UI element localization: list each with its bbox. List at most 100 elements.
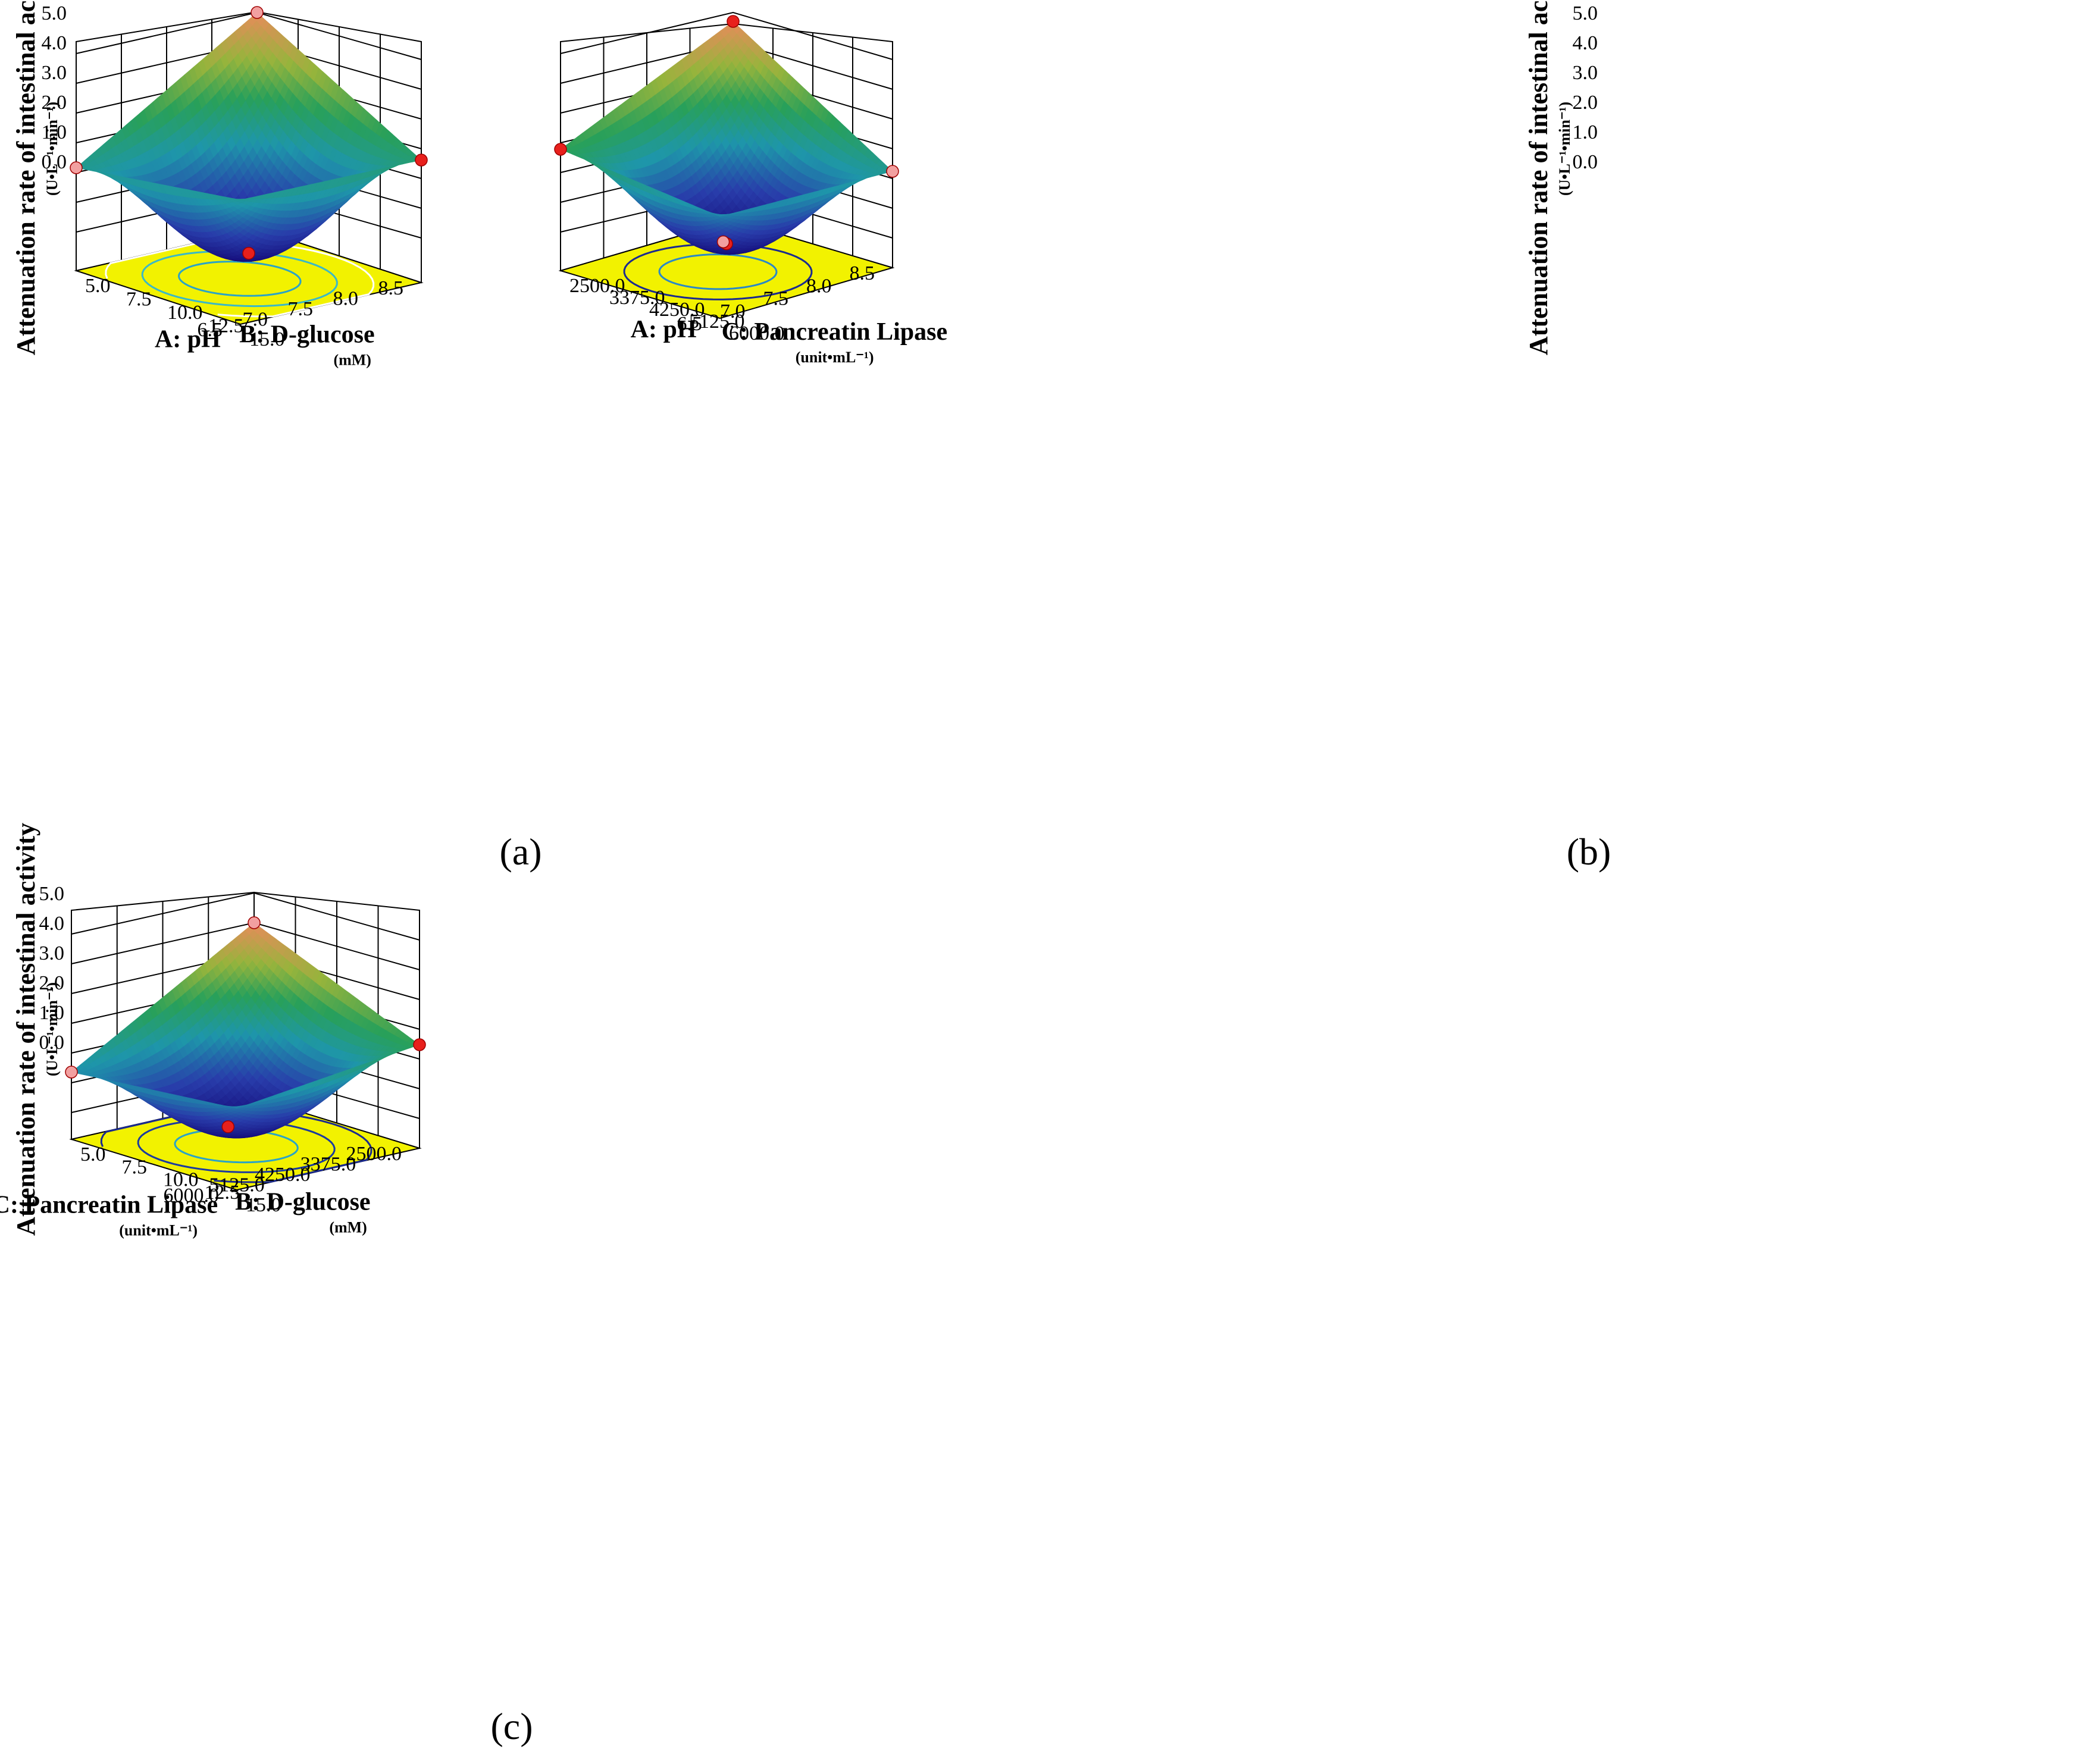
z-axis-unit: (U•L⁻¹•min⁻¹)	[43, 982, 61, 1076]
left-axis-ticks: 6.5 7.0 7.5 8.0 8.5	[677, 262, 875, 335]
contour-floor	[558, 219, 895, 319]
z-tick-label: 1.0	[42, 121, 67, 143]
right-axis-tick: 4250.0	[649, 299, 705, 321]
design-point	[886, 165, 899, 178]
left-axis-tick: 8.5	[378, 277, 404, 299]
design-point	[415, 153, 428, 167]
z-axis-title: Attenuation rate of intestinal activity	[11, 823, 40, 1236]
z-tick-label: 5.0	[42, 2, 67, 24]
right-axis-title: B: D-glucose	[235, 1188, 370, 1215]
design-point	[221, 1120, 234, 1133]
right-axis-tick: 7.5	[122, 1156, 148, 1178]
surface-plot-b: 0.0 1.0 2.0 3.0 4.0 5.0 Attenuation rate of in…	[554, 0, 1598, 366]
z-tick-label: 4.0	[42, 32, 67, 54]
floor-contour-line	[623, 243, 813, 300]
z-tick-label: 2.0	[1573, 92, 1598, 114]
floor-contour-line	[178, 261, 302, 297]
surface-facet	[236, 199, 245, 200]
z-tick-label: 3.0	[39, 942, 65, 964]
z-axis-ticks: 0.0 1.0 2.0 3.0 4.0 5.0	[1573, 2, 1598, 173]
surface-facet	[716, 214, 725, 217]
floor-contour-line	[141, 250, 338, 308]
left-axis-tick: 8.0	[806, 275, 832, 297]
right-axis-tick: 3375.0	[609, 287, 665, 309]
z-axis-unit: (U•L⁻¹•min⁻¹)	[1556, 102, 1573, 196]
z-grid-line	[560, 11, 893, 60]
chart-panel-b: 0.0 1.0 2.0 3.0 4.0 5.0 Attenuation rate of in…	[554, 0, 2086, 881]
z-tick-label: 0.0	[42, 151, 67, 173]
design-point	[716, 235, 730, 249]
response-surface	[76, 12, 422, 262]
left-axis-tick: 8.5	[850, 262, 875, 284]
caption-c: (c)	[490, 1705, 533, 1747]
left-axis-tick: 6000.0	[164, 1185, 220, 1207]
right-axis-title: C: Pancreatin Lipase	[722, 318, 948, 346]
floor-contour-line	[137, 1118, 336, 1173]
floor-contour-line	[658, 253, 778, 290]
left-axis-tick: 6.5	[198, 319, 223, 341]
right-axis-tick: 10.0	[167, 302, 203, 324]
right-axis-tick: 15.0	[246, 1194, 281, 1216]
z-axis-ticks: 0.01.02.03.04.05.0	[39, 883, 65, 1054]
right-axis-tick: 6000.0	[729, 322, 785, 344]
z-grid-line	[71, 892, 420, 941]
design-points	[70, 6, 428, 260]
left-axis-unit: (unit•mL⁻¹)	[119, 1222, 198, 1239]
chart-panel-c: 0.0 1.0 2.0 3.0 4.0 5.0 Attenuation rate of in…	[0, 823, 1041, 1761]
left-axis-tick: 5125.0	[209, 1174, 265, 1196]
design-point	[554, 143, 567, 156]
design-point	[65, 1066, 78, 1079]
design-point	[251, 6, 264, 19]
z-axis-title: Attenuation rate of intestinal activity	[11, 0, 40, 355]
floor-contour-line	[174, 1128, 299, 1164]
z-tick-label: 4.0	[1573, 32, 1598, 54]
right-axis-tick: 5125.0	[689, 311, 745, 333]
design-point	[242, 247, 255, 260]
z-tick-label: 0.0	[39, 1032, 65, 1054]
design-point	[70, 161, 83, 174]
right-axis-tick: 5.0	[85, 275, 111, 297]
z-axis-ticks: 0.0 1.0 2.0 3.0 4.0 5.0	[42, 2, 67, 173]
response-surface	[560, 21, 893, 255]
z-tick-label: 1.0	[1573, 121, 1598, 143]
right-axis-title: B: D-glucose	[239, 321, 374, 349]
z-tick-label: 3.0	[1573, 62, 1598, 84]
response-surface	[71, 922, 420, 1139]
right-axis-unit: (mM)	[333, 352, 371, 369]
z-tick-label: 2.0	[39, 972, 65, 994]
right-axis-ticks: 15.012.510.0 7.5 5.0	[85, 275, 285, 350]
surface-facet	[233, 1106, 242, 1109]
left-axis-tick: 7.0	[243, 309, 268, 331]
left-axis-tick: 6.5	[677, 313, 703, 335]
left-axis-tick: 4250.0	[255, 1164, 311, 1186]
left-axis-tick: 8.0	[333, 288, 359, 310]
left-axis-tick: 7.5	[288, 298, 314, 320]
floor	[558, 219, 895, 319]
z-tick-label: 3.0	[42, 62, 67, 84]
right-axis-ticks: 15.0 12.5 10.0 7.5 5.0	[80, 1143, 281, 1216]
z-tick-label: 0.0	[1573, 151, 1598, 173]
left-axis-tick: 7.5	[763, 288, 789, 310]
design-point	[727, 15, 740, 28]
left-axis-title: A: pH	[155, 326, 221, 353]
right-axis-tick: 12.5	[208, 315, 244, 337]
right-axis-tick: 12.5	[205, 1182, 240, 1204]
right-axis-tick: 5.0	[80, 1143, 106, 1165]
left-axis-ticks: 6.5 7.0 7.5 8.0 8.5	[198, 277, 404, 341]
design-point	[413, 1038, 426, 1051]
caption-a: (a)	[499, 831, 542, 873]
left-axis-tick: 7.0	[720, 300, 746, 322]
z-tick-label: 5.0	[1573, 2, 1598, 24]
right-axis-tick: 10.0	[163, 1169, 199, 1191]
z-tick-label: 2.0	[42, 92, 67, 114]
design-points	[554, 15, 899, 250]
z-tick-label: 4.0	[39, 913, 65, 935]
z-axis-title: Attenuation rate of intestinal activity	[1524, 0, 1553, 355]
z-tick-label: 5.0	[39, 883, 65, 905]
chart-panel-a: 0.0 1.0 2.0 3.0 4.0 5.0 Attenuation rate of in…	[0, 0, 1041, 881]
left-axis-tick: 2500.0	[346, 1143, 402, 1165]
right-axis-tick: 15.0	[249, 328, 285, 350]
right-axis-tick: 7.5	[126, 289, 152, 311]
